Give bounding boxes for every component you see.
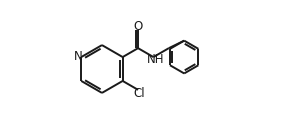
Text: N: N [74,50,83,63]
Text: Cl: Cl [134,87,145,100]
Text: O: O [133,20,143,33]
Text: NH: NH [146,53,164,66]
